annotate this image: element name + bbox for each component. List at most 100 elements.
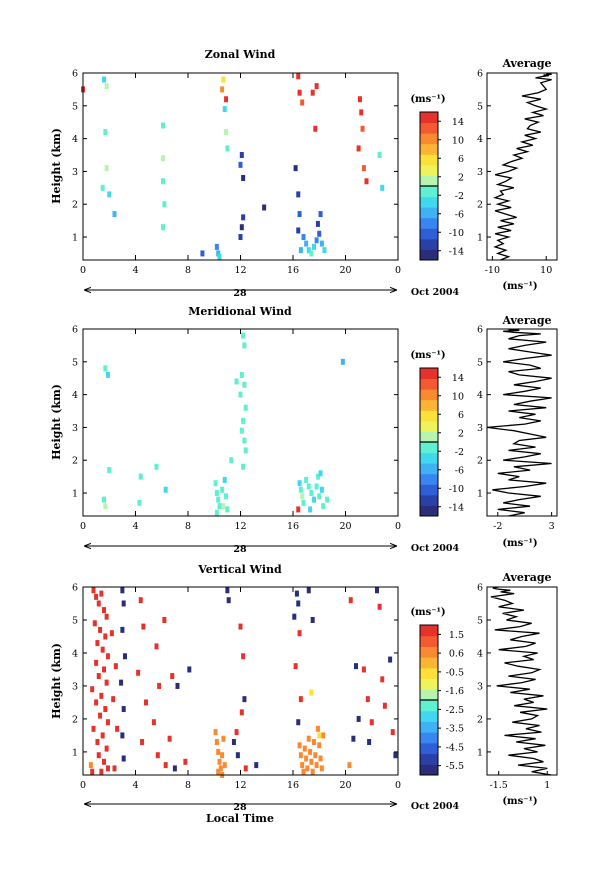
vertical-cell [151, 719, 156, 726]
meridional-colorbar-label: 6 [458, 410, 464, 421]
vertical-colorbar-swatch [420, 742, 438, 755]
vertical-cell [112, 765, 117, 772]
meridional-cell [309, 490, 314, 497]
vertical-cell [216, 748, 221, 755]
zonal-colorbar-swatch [420, 164, 438, 176]
zonal-colorbar-label: 2 [458, 172, 464, 183]
meridional-cell [308, 506, 313, 513]
zonal-avg-x-axis: -10 10 [485, 256, 552, 276]
vertical-cell [141, 623, 146, 630]
meridional-cell [243, 404, 248, 411]
zonal-xtick-label: 8 [185, 265, 191, 276]
zonal-cell [100, 184, 105, 191]
vertical-colorbar-label: -1.6 [446, 686, 464, 697]
zonal-date-day: 28 [233, 288, 247, 299]
zonal-cell [104, 83, 109, 90]
vertical-colorbar-label: -5.5 [446, 761, 464, 772]
zonal-xtick-label: 16 [287, 265, 299, 276]
meridional-ytick-label: 2 [72, 456, 78, 467]
zonal-colorbar-swatch [420, 154, 438, 166]
zonal-avg-line [492, 72, 552, 261]
vertical-cell [102, 666, 106, 673]
zonal-cell [224, 96, 229, 103]
vertical-avg-ytick-label: 6 [477, 583, 483, 594]
vertical-ytick-label: 1 [72, 747, 78, 758]
meridional-cell [213, 480, 218, 487]
meridional-cell [242, 381, 247, 388]
zonal-colorbar: 14 10 6 2 -2 -6 -10 -14 [419, 111, 464, 261]
vertical-xtick-label: 4 [132, 780, 138, 791]
meridional-ytick-label: 3 [72, 423, 78, 434]
vertical-cell [120, 587, 125, 594]
vertical-cell [213, 729, 218, 736]
meridional-cell [319, 486, 324, 493]
vertical-cell [296, 719, 301, 726]
meridional-cell [300, 493, 305, 500]
meridional-cell [242, 342, 247, 349]
zonal-xtick-label: 4 [132, 265, 138, 276]
vertical-average-panel: Average 1 2 3 4 5 6 -1.5 1 (ms⁻¹) [477, 571, 558, 807]
meridional-cell [154, 463, 159, 470]
vertical-cell [105, 653, 110, 660]
vertical-cell [220, 752, 225, 759]
meridional-avg-xtick-label: 3 [549, 521, 555, 532]
vertical-cell [91, 587, 96, 594]
meridional-colorbar-label: -14 [449, 502, 464, 513]
meridional-cell [317, 493, 322, 500]
vertical-cell [375, 587, 379, 594]
vertical-colorbar-swatch [420, 657, 438, 669]
vertical-colorbar-label: 1.5 [449, 630, 464, 641]
zonal-cell [314, 237, 319, 244]
zonal-avg-title: Average [501, 57, 551, 70]
zonal-cell [361, 165, 366, 172]
vertical-cell [183, 758, 188, 765]
meridional-avg-line [486, 328, 552, 517]
vertical-x-axis: 0 4 8 12 16 20 0 [80, 587, 401, 791]
meridional-ylabel: Height (km) [50, 384, 63, 460]
meridional-xtick-label: 8 [185, 521, 191, 532]
vertical-cell [119, 679, 124, 686]
zonal-cell [200, 250, 205, 257]
zonal-cell [304, 240, 309, 247]
zonal-cell [241, 174, 246, 181]
vertical-colorbar-swatch [420, 678, 438, 690]
zonal-cell [312, 243, 316, 250]
meridional-colorbar-swatch [420, 399, 438, 411]
zonal-cell [297, 211, 302, 218]
zonal-ylabel: Height (km) [50, 128, 63, 204]
zonal-cell [313, 125, 318, 132]
zonal-avg-ytick-label: 5 [477, 101, 483, 112]
vertical-cell [225, 587, 230, 594]
meridional-cell [137, 499, 142, 506]
vertical-colorbar-swatch [420, 646, 438, 658]
vertical-cell [98, 626, 103, 633]
zonal-colorbar-swatch [420, 196, 438, 208]
zonal-ytick-label: 2 [72, 200, 78, 211]
vertical-cell [175, 682, 180, 689]
zonal-xtick-label: 0 [80, 265, 86, 276]
zonal-cell [220, 86, 225, 93]
zonal-cell [102, 76, 106, 83]
zonal-cell [322, 247, 327, 254]
meridional-cell [234, 378, 239, 385]
vertical-colorbar-swatch [420, 667, 438, 680]
zonal-avg-y-axis: 1 2 3 4 5 6 [477, 69, 491, 244]
vertical-cell [321, 732, 326, 739]
vertical-cell [120, 626, 125, 633]
vertical-cell [170, 673, 175, 680]
vertical-cell [121, 600, 126, 607]
vertical-cell [377, 603, 382, 610]
vertical-cell [369, 719, 374, 726]
vertical-cell [88, 762, 93, 769]
zonal-colorbar-label: -14 [449, 246, 464, 257]
vertical-cell [113, 663, 118, 670]
meridional-ytick-label: 6 [72, 325, 78, 336]
zonal-avg-frame [486, 72, 558, 261]
meridional-cell [216, 496, 221, 503]
vertical-cell [99, 590, 104, 597]
vertical-cell [309, 758, 314, 765]
zonal-colorbar-swatch [420, 143, 438, 155]
zonal-colorbar-swatch [420, 122, 438, 134]
zonal-cell [238, 234, 243, 241]
